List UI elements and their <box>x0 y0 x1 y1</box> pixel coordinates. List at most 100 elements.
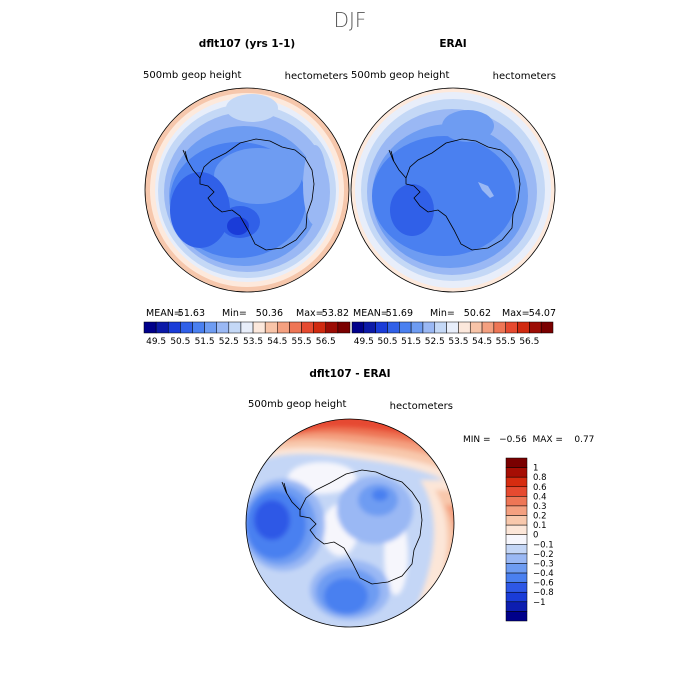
colorbar-tick-label: 52.5 <box>425 337 445 347</box>
colorbar-swatch <box>228 321 242 334</box>
colorbar-swatch <box>363 321 376 334</box>
colorbar-swatch <box>481 321 495 334</box>
colorbar-swatch <box>505 476 528 488</box>
colorbar-swatch <box>143 321 157 334</box>
panel-diff-title: dflt107 - ERAI <box>309 368 390 380</box>
panel-erai: ERAI 500mb geop height hectometers <box>350 38 556 293</box>
panel-model-units-label: hectometers <box>285 71 348 82</box>
panel-model-stats: MEAN= 51.63 Min= 50.36 Max= 53.82 <box>146 308 349 319</box>
colorbar-swatch <box>422 321 436 334</box>
colorbar-tick-label: 55.5 <box>292 337 312 347</box>
panel-model: dflt107 (yrs 1-1) 500mb geop height hect… <box>143 38 350 293</box>
panel-diff-units-label: hectometers <box>390 401 453 412</box>
colorbar-tick-label: −0.3 <box>533 559 554 569</box>
panel-diff-variable-label: 500mb geop height <box>248 399 346 410</box>
colorbar-swatch <box>505 582 528 593</box>
colorbar-swatch <box>505 321 518 334</box>
colorbar-swatch <box>434 321 447 334</box>
colorbar-swatch <box>167 321 181 334</box>
colorbar-tick-label: −0.8 <box>533 588 554 598</box>
colorbar-swatch <box>192 321 205 334</box>
colorbar-swatch <box>505 544 528 555</box>
panel-erai-min-label: Min= <box>430 308 455 319</box>
colorbar-tick-label: −0.1 <box>533 540 554 550</box>
colorbar-swatch <box>252 321 266 334</box>
colorbar-swatch <box>313 321 327 334</box>
panel-erai-contour-map <box>351 88 555 292</box>
panel-model-coastline <box>199 138 315 251</box>
panel-model-max-value: 53.82 <box>322 308 349 319</box>
colorbar-swatch <box>301 321 314 334</box>
colorbar-tick-label: 53.5 <box>243 337 263 347</box>
panel-model-contour-map <box>145 88 349 292</box>
panel-erai-max-label: Max= <box>502 308 530 319</box>
colorbar-tick-label: 1 <box>533 464 538 474</box>
colorbar-swatch <box>517 321 530 334</box>
colorbar-tick-label: 0.4 <box>533 492 547 502</box>
colorbar-swatch <box>469 321 483 334</box>
colorbar-swatch <box>337 321 351 334</box>
panel-erai-coastline <box>405 138 521 251</box>
panel-erai-title: ERAI <box>439 38 466 50</box>
panel-model-min-label: Min= <box>222 308 247 319</box>
panel-model-max-label: Max= <box>296 308 324 319</box>
colorbar-swatch <box>264 321 278 334</box>
panel-diff-contour-map <box>246 419 454 627</box>
colorbar-tick-label: 49.5 <box>146 337 166 347</box>
colorbar-swatch <box>458 321 471 334</box>
figure-title: DJF <box>334 8 367 32</box>
colorbar-swatch <box>387 321 400 334</box>
colorbar-swatch <box>505 591 528 603</box>
panel-erai-mean-label: MEAN= <box>353 308 389 319</box>
colorbar-swatch <box>505 601 528 612</box>
colorbar-tick-label: −1 <box>533 598 546 608</box>
colorbar-swatch <box>155 321 169 334</box>
panel-model-min-value: 50.36 <box>256 308 283 319</box>
panel-model-colorbar: 49.5 50.5 51.5 52.5 53.5 54.5 55.5 56.5 <box>143 321 351 347</box>
colorbar-tick-label: 54.5 <box>472 337 492 347</box>
colorbar-swatch <box>505 563 528 574</box>
colorbar-swatch <box>505 467 528 478</box>
colorbar-tick-label: 0.1 <box>533 521 547 531</box>
colorbar-swatch <box>505 457 528 468</box>
panel-erai-variable-label: 500mb geop height <box>351 70 449 81</box>
colorbar-tick-label: 51.5 <box>195 337 215 347</box>
colorbar-swatch <box>375 321 388 334</box>
colorbar-tick-label: 49.5 <box>354 337 374 347</box>
colorbar-swatch <box>240 321 254 334</box>
colorbar-swatch <box>399 321 412 334</box>
colorbar-swatch <box>505 534 528 545</box>
panel-model-title: dflt107 (yrs 1-1) <box>199 38 295 50</box>
colorbar-swatch <box>493 321 506 334</box>
colorbar-swatch <box>529 321 542 334</box>
colorbar-swatch <box>505 486 528 497</box>
panel-erai-stats: MEAN= 51.69 Min= 50.62 Max= 54.07 <box>353 308 556 319</box>
colorbar-swatch <box>289 321 302 334</box>
panel-erai-colorbar: 49.5 50.5 51.5 52.5 53.5 54.5 55.5 56.5 <box>351 321 554 347</box>
colorbar-swatch <box>505 505 528 516</box>
colorbar-tick-label: 0.8 <box>533 473 547 483</box>
colorbar-swatch <box>446 321 459 334</box>
colorbar-swatch <box>325 321 339 334</box>
colorbar-swatch <box>505 515 528 526</box>
panel-diff-coastline <box>299 469 423 585</box>
panel-model-mean-label: MEAN= <box>146 308 182 319</box>
colorbar-tick-label: −0.2 <box>533 550 554 560</box>
colorbar-swatch <box>410 321 424 334</box>
colorbar-tick-label: 0.3 <box>533 502 547 512</box>
colorbar-tick-label: 51.5 <box>401 337 421 347</box>
colorbar-tick-label: −0.6 <box>533 579 554 589</box>
panel-model-variable-label: 500mb geop height <box>143 70 241 81</box>
panel-diff-colorbar: 10.80.60.40.30.20.10−0.1−0.2−0.3−0.4−0.6… <box>505 457 554 622</box>
colorbar-tick-label: 50.5 <box>170 337 190 347</box>
colorbar-tick-label: 53.5 <box>448 337 468 347</box>
colorbar-tick-label: 54.5 <box>267 337 287 347</box>
colorbar-tick-label: 0.2 <box>533 512 547 522</box>
panel-erai-max-value: 54.07 <box>529 308 556 319</box>
colorbar-swatch <box>180 321 193 334</box>
colorbar-tick-label: 50.5 <box>377 337 397 347</box>
colorbar-tick-label: −0.4 <box>533 569 554 579</box>
colorbar-swatch <box>216 321 230 334</box>
panel-diff-minmax: MIN = −0.56 MAX = 0.77 <box>463 435 594 445</box>
